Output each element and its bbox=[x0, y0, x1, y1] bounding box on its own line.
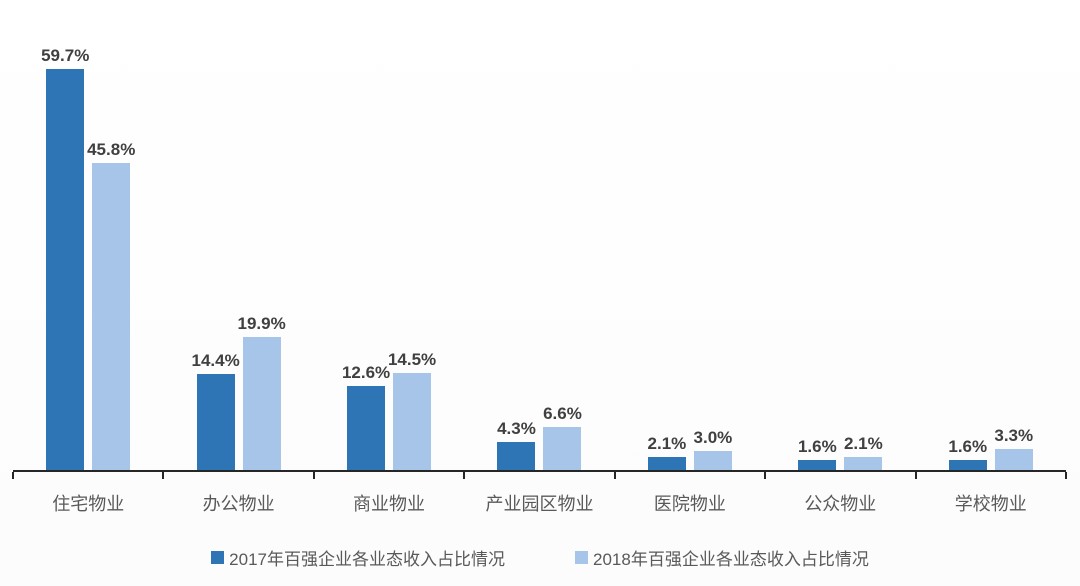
legend-item-2: 2018年百强企业各业态收入占比情况 bbox=[575, 545, 869, 570]
legend-swatch-icon bbox=[211, 551, 225, 564]
category-label-1: 住宅物业 bbox=[52, 494, 125, 514]
axis-tick bbox=[914, 472, 917, 479]
bar-series2-cat6: 2.1% bbox=[844, 434, 883, 471]
data-label: 12.6% bbox=[341, 363, 391, 383]
bar-series2-cat7: 3.3% bbox=[994, 426, 1033, 471]
bar-group-1: 59.7% 45.8% bbox=[13, 46, 163, 471]
bar-series1-cat3: 12.6% bbox=[342, 363, 390, 471]
data-label: 59.7% bbox=[41, 46, 90, 65]
data-label: 19.9% bbox=[237, 314, 286, 333]
category-label-7: 学校物业 bbox=[954, 494, 1027, 514]
bar-series1-cat1: 59.7% bbox=[41, 46, 89, 471]
x-axis-line bbox=[13, 470, 1066, 472]
bar-series1-cat4: 4.3% bbox=[497, 419, 536, 471]
data-label: 14.4% bbox=[191, 351, 240, 370]
category-label-5: 医院物业 bbox=[653, 494, 726, 514]
axis-tick bbox=[764, 472, 767, 479]
axis-tick bbox=[312, 472, 315, 479]
bar-series2-cat4: 6.6% bbox=[543, 404, 582, 471]
bar-series2-cat5: 3.0% bbox=[694, 428, 732, 471]
legend-swatch-icon bbox=[575, 551, 588, 564]
bar-group-3: 12.6% 14.5% bbox=[314, 51, 464, 471]
bar-series2-cat1: 45.8% bbox=[87, 140, 135, 471]
bar-group-5: 2.1% 3.0% bbox=[615, 51, 765, 471]
category-label-6: 公众物业 bbox=[804, 494, 877, 514]
data-label: 14.5% bbox=[387, 350, 437, 370]
bar-series1-cat7: 1.6% bbox=[948, 437, 987, 471]
data-label: 1.6% bbox=[797, 437, 837, 457]
data-label: 3.0% bbox=[693, 427, 733, 447]
data-label: 45.8% bbox=[87, 139, 136, 159]
axis-tick bbox=[1065, 472, 1067, 479]
plot-area: 59.7% 45.8% 14.4% 19.9% 12.6% 14.5% 4.3% 6.6% 2.… bbox=[13, 46, 1066, 471]
data-label: 3.3% bbox=[994, 425, 1034, 445]
legend-item-1: 2017年百强企业各业态收入占比情况 bbox=[211, 545, 505, 570]
bar-series1-cat5: 2.1% bbox=[648, 434, 686, 471]
bar-series2-cat2: 19.9% bbox=[238, 314, 286, 471]
axis-tick bbox=[162, 472, 165, 479]
legend-label: 2018年百强企业各业态收入占比情况 bbox=[593, 550, 869, 569]
legend-label: 2017年百强企业各业态收入占比情况 bbox=[229, 550, 505, 569]
x-axis-category-labels: 住宅物业 办公物业 商业物业 产业园区物业 医院物业 公众物业 学校物业 bbox=[13, 490, 1066, 516]
data-label: 6.6% bbox=[543, 403, 582, 423]
axis-tick bbox=[613, 472, 616, 479]
data-label: 1.6% bbox=[948, 437, 988, 457]
bar-group-2: 14.4% 19.9% bbox=[163, 51, 313, 471]
data-label: 4.3% bbox=[497, 419, 536, 438]
axis-tick bbox=[12, 472, 14, 479]
category-label-3: 商业物业 bbox=[353, 494, 426, 514]
data-label: 2.1% bbox=[647, 433, 687, 453]
axis-tick bbox=[463, 472, 466, 479]
data-label: 2.1% bbox=[843, 433, 883, 453]
bar-series2-cat3: 14.5% bbox=[388, 350, 436, 471]
bar-group-6: 1.6% 2.1% bbox=[765, 51, 915, 471]
bar-group-4: 4.3% 6.6% bbox=[464, 51, 614, 471]
bar-group-7: 1.6% 3.3% bbox=[916, 51, 1066, 471]
category-label-4: 产业园区物业 bbox=[485, 494, 594, 514]
chart-legend: 2017年百强企业各业态收入占比情况 2018年百强企业各业态收入占比情况 bbox=[0, 545, 1080, 570]
bar-series1-cat6: 1.6% bbox=[798, 437, 837, 471]
category-label-2: 办公物业 bbox=[202, 494, 275, 514]
bar-series1-cat2: 14.4% bbox=[192, 351, 240, 471]
